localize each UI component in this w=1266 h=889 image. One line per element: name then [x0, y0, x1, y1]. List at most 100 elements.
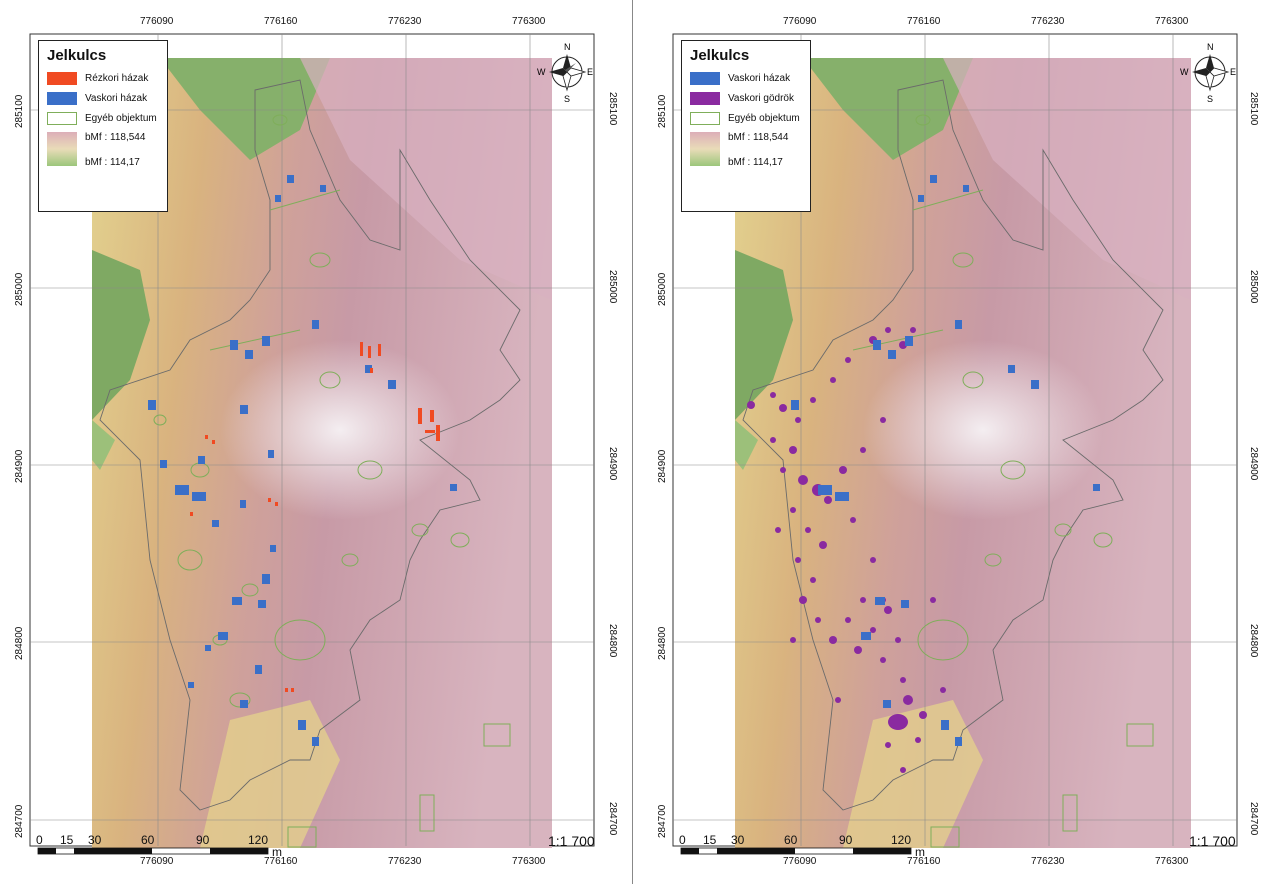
- x-tick-bottom-2: 776160: [264, 856, 298, 867]
- y-tick-left-5: 284700: [657, 804, 668, 838]
- legend-label: Vaskori gödrök: [728, 92, 794, 104]
- legend-ramp-swatch: [47, 132, 77, 166]
- legend-swatch-blue: [690, 71, 720, 85]
- scale-tick-0: 0: [679, 833, 686, 847]
- x-tick-bottom-2: 776160: [907, 856, 941, 867]
- scale-tick-60: 60: [141, 833, 155, 847]
- scale-tick-0: 0: [36, 833, 43, 847]
- low-terrain-north: [803, 58, 973, 160]
- compass-s: S: [1207, 94, 1213, 104]
- y-tick-left-5: 284700: [14, 804, 25, 838]
- x-tick-top-3: 776230: [388, 16, 422, 27]
- legend-ramp-swatch: [690, 132, 720, 166]
- y-tick-right-2: 285000: [1248, 270, 1259, 304]
- map-canvas-left: 776090 776160 776230 776300 776090 77616…: [14, 16, 618, 867]
- low-terrain-north: [160, 58, 330, 160]
- scale-bar: [680, 847, 912, 855]
- low-terrain-west: [735, 250, 793, 420]
- scale-tick-15: 15: [703, 833, 717, 847]
- scale-tick-60: 60: [784, 833, 798, 847]
- map-legend: Jelkulcs Vaskori házak Vaskori gödrök Eg…: [681, 40, 811, 212]
- legend-label: Egyéb objektum: [728, 112, 800, 124]
- scale-tick-120: 120: [248, 833, 268, 847]
- map-canvas-right: 776090 776160 776230 776300 776090 77616…: [657, 16, 1259, 867]
- legend-item-copper-age-houses: Rézkori házak: [47, 68, 161, 88]
- y-tick-right-1: 285100: [607, 92, 618, 126]
- legend-swatch-purple: [690, 91, 720, 105]
- compass-e: E: [587, 67, 593, 77]
- legend-elevation-ramp: bMf : 118,544 bMf : 114,17: [690, 132, 804, 168]
- x-tick-bottom-4: 776300: [512, 856, 546, 867]
- y-tick-right-4: 284800: [1248, 624, 1259, 658]
- y-tick-left-4: 284800: [657, 626, 668, 660]
- y-tick-right-3: 284900: [1248, 447, 1259, 481]
- x-tick-bottom-3: 776230: [388, 856, 422, 867]
- scale-unit: m: [272, 845, 282, 859]
- map-panel-right: 776090 776160 776230 776300 776090 77616…: [633, 0, 1266, 884]
- map-legend: Jelkulcs Rézkori házak Vaskori házak Egy…: [38, 40, 168, 212]
- scale-tick-30: 30: [731, 833, 745, 847]
- x-tick-bottom-1: 776090: [783, 856, 817, 867]
- y-tick-left-1: 285100: [14, 94, 25, 128]
- y-tick-right-2: 285000: [607, 270, 618, 304]
- low-terrain-south: [200, 700, 340, 848]
- grid-lines: [30, 34, 594, 846]
- low-terrain-south: [843, 700, 983, 848]
- low-terrain-west-2: [735, 420, 758, 470]
- compass-w: W: [1180, 67, 1189, 77]
- y-tick-right-4: 284800: [607, 624, 618, 658]
- legend-swatch-outline: [690, 111, 720, 125]
- low-terrain-west: [92, 250, 150, 420]
- x-tick-top-2: 776160: [907, 16, 941, 27]
- legend-item-iron-age-houses: Vaskori házak: [47, 88, 161, 108]
- ramp-low-label: bMf : 114,17: [85, 157, 140, 168]
- x-tick-bottom-3: 776230: [1031, 856, 1065, 867]
- legend-swatch-red: [47, 71, 77, 85]
- x-tick-top-1: 776090: [783, 16, 817, 27]
- excavation-boundary: [99, 79, 521, 811]
- y-tick-left-2: 285000: [14, 272, 25, 306]
- compass-s: S: [564, 94, 570, 104]
- high-terrain-ne: [300, 58, 552, 300]
- legend-item-other-features: Egyéb objektum: [47, 108, 161, 128]
- other-features: [852, 114, 1154, 848]
- x-tick-top-4: 776300: [512, 16, 546, 27]
- copper-age-houses: [190, 342, 440, 692]
- scale-tick-90: 90: [839, 833, 853, 847]
- legend-item-other-features: Egyéb objektum: [690, 108, 804, 128]
- high-terrain-center: [220, 340, 460, 520]
- y-tick-left-3: 284900: [14, 449, 25, 483]
- legend-item-iron-age-houses: Vaskori házak: [690, 68, 804, 88]
- legend-elevation-ramp: bMf : 118,544 bMf : 114,17: [47, 132, 161, 168]
- x-tick-bottom-1: 776090: [140, 856, 174, 867]
- compass-e: E: [1230, 67, 1236, 77]
- legend-title: Jelkulcs: [47, 47, 107, 64]
- x-tick-top-4: 776300: [1155, 16, 1189, 27]
- y-tick-left-1: 285100: [657, 94, 668, 128]
- y-tick-right-5: 284700: [607, 802, 618, 836]
- legend-label: Egyéb objektum: [85, 112, 157, 124]
- y-tick-left-4: 284800: [14, 626, 25, 660]
- y-tick-right-3: 284900: [607, 447, 618, 481]
- scale-tick-90: 90: [196, 833, 210, 847]
- compass-rose-icon: N S E W: [537, 42, 593, 104]
- x-tick-top-3: 776230: [1031, 16, 1065, 27]
- ramp-low-label: bMf : 114,17: [728, 157, 783, 168]
- iron-age-houses: [791, 175, 1100, 746]
- legend-swatch-blue: [47, 91, 77, 105]
- scale-tick-120: 120: [891, 833, 911, 847]
- compass-w: W: [537, 67, 546, 77]
- legend-label: Vaskori házak: [728, 72, 791, 84]
- compass-n: N: [1207, 42, 1214, 52]
- legend-item-iron-age-pits: Vaskori gödrök: [690, 88, 804, 108]
- y-tick-left-3: 284900: [657, 449, 668, 483]
- ramp-high-label: bMf : 118,544: [728, 132, 789, 143]
- legend-label: Rézkori házak: [85, 72, 149, 84]
- map-panel-left: 776090 776160 776230 776300 776090 77616…: [0, 0, 633, 884]
- ramp-high-label: bMf : 118,544: [85, 132, 146, 143]
- y-tick-right-5: 284700: [1248, 802, 1259, 836]
- y-tick-left-2: 285000: [657, 272, 668, 306]
- x-tick-top-2: 776160: [264, 16, 298, 27]
- panel-divider: [632, 0, 633, 884]
